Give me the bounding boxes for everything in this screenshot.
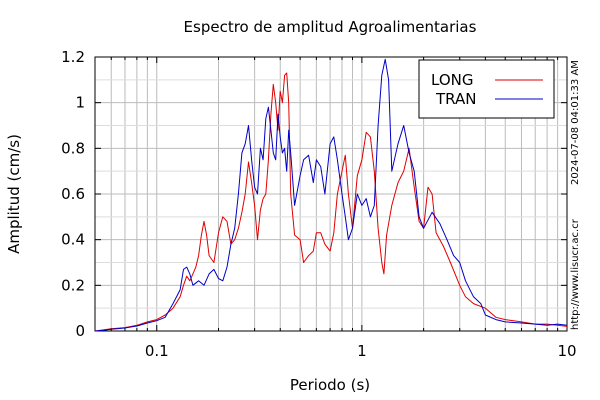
grid-lines	[95, 57, 567, 331]
series-lines	[94, 58, 568, 332]
y-tick-label: 1.2	[61, 48, 85, 66]
timestamp-label: 2024-07-08 04:01:33 AM	[570, 60, 581, 185]
legend: LONG TRAN	[418, 59, 555, 119]
legend-label-long: LONG	[431, 71, 473, 89]
legend-label-tran: TRAN	[435, 90, 476, 108]
y-tick-label: 0.2	[61, 276, 85, 294]
legend-box	[418, 59, 555, 119]
y-tick-label: 0.4	[61, 231, 85, 249]
x-tick-label: 1	[357, 342, 367, 360]
x-axis-label: Periodo (s)	[290, 376, 370, 394]
y-tick-label: 0	[75, 322, 85, 340]
source-url-label: http://www.lisucr.ac.cr	[570, 218, 581, 330]
series-line-tran	[94, 58, 568, 332]
y-tick-label: 1	[75, 94, 85, 112]
x-tick-label: 10	[557, 342, 576, 360]
axis-tick-labels: 0 0.2 0.4 0.6 0.8 1 1.2 0.1 1 10	[61, 48, 576, 360]
y-tick-label: 0.8	[61, 139, 85, 157]
x-tick-label: 0.1	[145, 342, 169, 360]
chart-title: Espectro de amplitud Agroalimentarias	[184, 18, 477, 36]
y-tick-label: 0.6	[61, 185, 85, 203]
y-axis-label: Amplitud (cm/s)	[5, 134, 23, 254]
series-line-long	[94, 72, 568, 332]
